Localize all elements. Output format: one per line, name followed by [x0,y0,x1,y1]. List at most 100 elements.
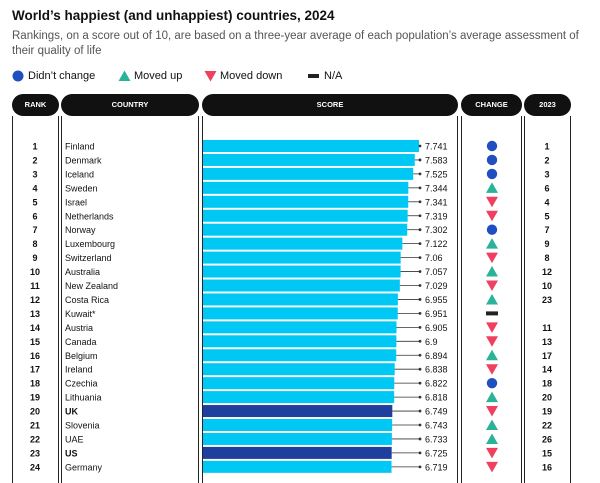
score-bar [203,391,395,404]
country-label: Sweden [65,183,98,193]
score-bar [203,153,415,166]
score-label: 6.725 [425,448,448,458]
score-bar [203,363,395,376]
score-bar [203,307,398,320]
score-bar [203,293,398,306]
rank-label: 20 [30,407,40,417]
legend-label: Moved up [134,70,183,82]
score-label: 7.029 [425,281,448,291]
score-bar [203,223,408,236]
score-label: 7.122 [425,239,448,249]
score-label: 6.749 [425,407,448,417]
score-leader-dot [418,395,422,399]
score-label: 7.341 [425,197,448,207]
prev-rank-label: 2 [544,155,549,165]
change-up-icon [486,182,498,193]
prev-rank-label: 20 [542,393,552,403]
rank-label: 24 [30,462,40,472]
triangle-down-icon [204,71,217,82]
prev-rank-label: 3 [544,169,549,179]
score-label: 6.733 [425,434,448,444]
rank-label: 3 [32,169,37,179]
score-leader-dot [418,186,422,190]
prev-rank-label: 8 [544,253,549,263]
score-leader-dot [418,381,422,385]
change-unchanged-icon [486,140,498,152]
rank-label: 10 [30,267,40,277]
rank-label: 17 [30,365,40,375]
header-score: SCORE [202,94,458,116]
prev-rank-label: 22 [542,421,552,431]
rank-label: 13 [30,309,40,319]
score-label: 7.057 [425,267,448,277]
country-label: Denmark [65,155,102,165]
country-label: Canada [65,337,97,347]
score-label: 6.822 [425,379,448,389]
change-unchanged-icon [486,377,498,389]
score-label: 6.743 [425,421,448,431]
rank-label: 23 [30,448,40,458]
change-down-icon [486,406,498,417]
prev-rank-label: 14 [542,365,552,375]
rank-label: 9 [32,253,37,263]
score-label: 7.583 [425,155,448,165]
prev-rank-label: 12 [542,267,552,277]
triangle-up-icon [118,70,131,81]
country-label: UAE [65,434,84,444]
rank-label: 7 [32,225,37,235]
score-label: 7.06 [425,253,443,263]
country-label: Belgium [65,351,98,361]
change-unchanged-icon [486,224,498,235]
score-leader-dot [418,228,422,232]
change-up-icon [486,293,498,305]
score-leader-dot [418,200,422,204]
score-leader-dot [418,270,422,273]
rank-label: 1 [32,142,37,152]
header-2023: 2023 [524,94,571,116]
change-column [461,116,522,483]
rank-label: 4 [32,183,37,193]
header-rank: RANK [12,94,59,116]
score-leader-dot [418,451,422,455]
score-bar [203,405,393,418]
prev-rank-label: 15 [542,448,552,458]
score-bar [203,335,397,348]
prev-rank-label: 5 [544,211,549,221]
change-up-icon [486,391,498,403]
score-leader-dot [418,437,422,441]
chart-title: World’s happiest (and unhappiest) countr… [12,8,335,23]
rank-label: 5 [32,197,37,207]
change-up-icon [486,238,498,249]
score-label: 7.525 [425,169,448,179]
header-change: CHANGE [461,94,522,116]
change-up-icon [486,266,498,277]
score-label: 6.951 [425,309,448,319]
country-label: Czechia [65,379,98,389]
change-down-icon [486,322,498,333]
rank-label: 11 [30,281,40,291]
country-label: Israel [65,197,87,207]
score-leader-dot [418,353,422,357]
country-label: Slovenia [65,421,100,431]
score-label: 6.719 [425,462,448,472]
prev-rank-label: 23 [542,295,552,305]
change-down-icon [486,252,498,264]
score-label: 7.344 [425,183,448,193]
rank-label: 16 [30,351,40,361]
prev-rank-label: 10 [542,281,552,291]
score-label: 7.741 [425,142,448,152]
change-down-icon [486,447,498,459]
rank-label: 19 [30,393,40,403]
score-bar [203,349,397,362]
score-bar [203,321,397,334]
score-bar [203,209,408,222]
country-label: New Zealand [65,281,118,291]
country-label: Austria [65,323,93,333]
rank-label: 22 [30,434,40,444]
country-label: Switzerland [65,253,112,263]
rank-column [12,116,59,483]
legend-label: Moved down [220,70,283,82]
change-na-icon [486,311,498,316]
change-unchanged-icon [486,168,498,180]
